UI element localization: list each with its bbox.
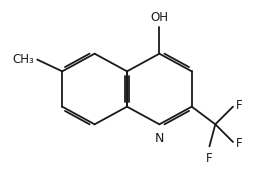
Text: F: F [236, 99, 243, 112]
Text: F: F [206, 152, 213, 165]
Text: N: N [155, 132, 164, 145]
Text: OH: OH [150, 11, 168, 24]
Text: F: F [236, 137, 243, 150]
Text: CH₃: CH₃ [12, 53, 34, 66]
